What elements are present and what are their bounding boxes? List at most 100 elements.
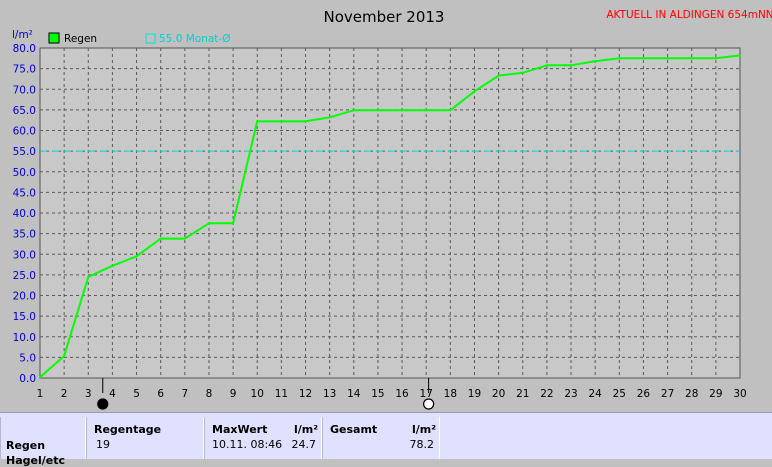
x-tick-label: 27 — [661, 388, 674, 400]
y-tick-label: 80.0 — [13, 43, 36, 55]
y-axis-ticks: 0.0 5.0 10.0 15.0 20.0 25.0 30.0 35.0 40.0 45.0 50… — [13, 43, 36, 385]
moon-markers — [97, 378, 435, 410]
x-tick-label: 23 — [564, 388, 577, 400]
y-tick-label: 5.0 — [19, 352, 36, 364]
x-tick-label: 16 — [395, 388, 409, 400]
data-point — [497, 74, 500, 77]
data-point — [449, 109, 452, 112]
new-moon-icon — [97, 398, 109, 410]
y-tick-label: 60.0 — [13, 126, 36, 138]
maxwert-unit: l/m² — [294, 423, 319, 436]
y-axis-unit-label: l/m² — [12, 29, 33, 41]
x-tick-label: 3 — [85, 388, 92, 400]
data-point — [690, 57, 693, 60]
data-point — [135, 255, 138, 258]
x-tick-label: 29 — [709, 388, 722, 400]
gesamt-header: Gesamt — [330, 423, 378, 436]
x-tick-label: 12 — [299, 388, 312, 400]
data-point — [63, 355, 66, 358]
y-tick-label: 15.0 — [13, 311, 36, 323]
x-tick-label: 9 — [230, 388, 237, 400]
data-point — [714, 57, 717, 60]
gesamt-value: 78.2 — [409, 438, 435, 451]
stats-cell-gesamt — [322, 417, 440, 459]
maxwert-time: 10.11. 08:46 — [212, 438, 283, 451]
data-point — [473, 90, 476, 93]
statistics-panel: Regen Hagel/etc Regentage 19 MaxWert l/m… — [0, 412, 772, 467]
y-tick-label: 30.0 — [13, 249, 36, 261]
data-point — [256, 120, 259, 123]
legend: Regen 55.0 Monat-Ø — [48, 32, 230, 45]
x-tick-label: 18 — [444, 388, 457, 400]
y-tick-label: 45.0 — [13, 187, 36, 199]
stats-cell-maxwert — [204, 417, 322, 459]
legend-regen-label: Regen — [64, 33, 97, 45]
x-tick-label: 24 — [588, 388, 602, 400]
regentage-header: Regentage — [94, 423, 162, 436]
stats-row-label: Regen — [6, 439, 46, 452]
x-tick-label: 13 — [323, 388, 336, 400]
data-point — [642, 57, 645, 60]
regentage-value: 19 — [96, 438, 110, 451]
x-axis-ticks: 1 2 3 4 5 6 7 8 9 10 11 12 13 14 15 16 17 18 19 20 21 22 23 24 2… — [37, 388, 747, 400]
y-tick-label: 75.0 — [13, 64, 36, 76]
x-tick-label: 15 — [371, 388, 384, 400]
full-moon-icon — [423, 398, 435, 410]
grid — [40, 48, 740, 378]
data-point — [545, 64, 548, 67]
y-tick-label: 65.0 — [13, 105, 36, 117]
data-point — [232, 222, 235, 225]
data-point — [39, 376, 41, 379]
x-tick-label: 5 — [133, 388, 140, 400]
data-point — [159, 237, 162, 240]
data-point — [594, 60, 597, 63]
data-point — [304, 120, 307, 123]
rain-chart: November 2013 AKTUELL IN ALDINGEN 654mNN… — [12, 8, 772, 410]
data-point — [376, 109, 379, 112]
data-point — [207, 222, 210, 225]
data-point — [739, 54, 741, 57]
x-tick-label: 1 — [37, 388, 44, 400]
y-tick-label: 0.0 — [19, 373, 36, 385]
stats-row-label-2: Hagel/etc — [6, 454, 65, 467]
station-label: AKTUELL IN ALDINGEN 654mNN — [606, 9, 772, 21]
x-tick-label: 11 — [275, 388, 288, 400]
data-point — [570, 64, 573, 67]
stats-cell-label — [0, 417, 86, 459]
data-point — [352, 109, 355, 112]
x-tick-label: 2 — [61, 388, 68, 400]
series-line-regen — [39, 54, 741, 378]
x-tick-label: 21 — [516, 388, 529, 400]
x-tick-label: 25 — [613, 388, 626, 400]
x-tick-label: 6 — [157, 388, 164, 400]
x-tick-label: 8 — [206, 388, 213, 400]
gesamt-unit: l/m² — [412, 423, 437, 436]
y-tick-label: 70.0 — [13, 84, 36, 96]
x-tick-label: 26 — [637, 388, 651, 400]
series — [39, 54, 741, 379]
data-point — [183, 237, 186, 240]
legend-reference-label: 55.0 Monat-Ø — [159, 33, 230, 45]
data-point — [618, 57, 621, 60]
legend-reference-swatch — [145, 33, 156, 44]
data-point — [111, 264, 114, 267]
x-tick-label: 30 — [733, 388, 746, 400]
data-point — [521, 71, 524, 74]
data-point — [401, 109, 404, 112]
maxwert-header: MaxWert — [212, 423, 268, 436]
x-tick-label: 14 — [347, 388, 361, 400]
y-tick-label: 35.0 — [13, 229, 36, 241]
data-point — [425, 109, 428, 112]
x-tick-label: 4 — [109, 388, 116, 400]
x-tick-label: 7 — [181, 388, 188, 400]
data-point — [328, 116, 331, 119]
maxwert-value: 24.7 — [291, 438, 317, 451]
data-point — [280, 120, 283, 123]
y-tick-label: 20.0 — [13, 291, 36, 303]
x-tick-label: 10 — [251, 388, 264, 400]
x-tick-label: 20 — [492, 388, 505, 400]
legend-regen-swatch — [48, 32, 60, 44]
chart-title: November 2013 — [324, 8, 445, 26]
x-tick-label: 17 — [420, 388, 433, 400]
x-tick-label: 22 — [540, 388, 553, 400]
